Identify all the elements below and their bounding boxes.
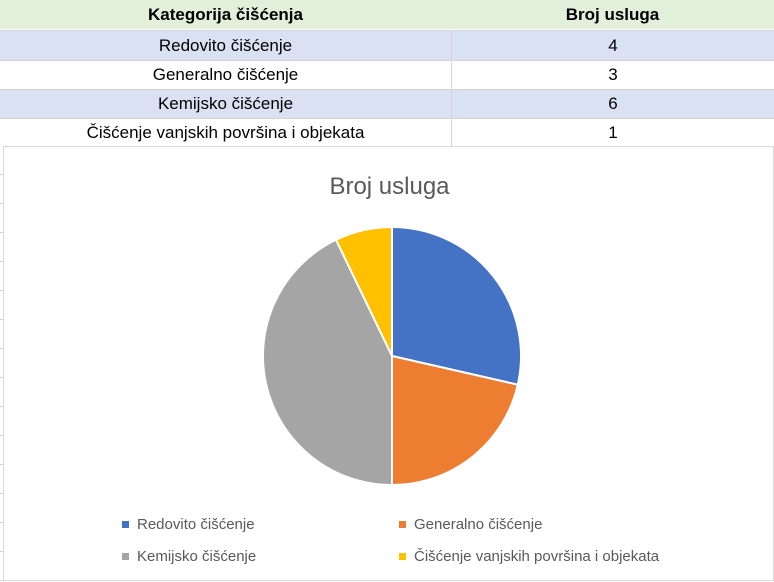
category-cell[interactable]: Redovito čišćenje bbox=[158, 36, 293, 55]
table-row: Generalno čišćenje 3 bbox=[0, 60, 774, 89]
pie-plot-area[interactable] bbox=[4, 147, 774, 582]
legend-swatch bbox=[399, 520, 406, 528]
count-cell[interactable]: 6 bbox=[451, 89, 774, 118]
legend-swatch bbox=[399, 552, 406, 560]
count-cell[interactable]: 3 bbox=[451, 60, 774, 89]
pie-slice-2[interactable] bbox=[391, 354, 519, 487]
legend-item[interactable]: Generalno čišćenje bbox=[399, 516, 542, 534]
count-cell[interactable]: 1 bbox=[451, 118, 774, 147]
row-divider bbox=[0, 118, 774, 119]
table-row: Čišćenje vanjskih površina i objekata 1 bbox=[0, 118, 774, 147]
legend-label: Čišćenje vanjskih površina i objekata bbox=[414, 548, 660, 565]
count-cell[interactable]: 4 bbox=[451, 31, 774, 60]
row-divider bbox=[0, 89, 774, 90]
category-cell[interactable]: Generalno čišćenje bbox=[152, 65, 299, 84]
legend-label: Generalno čišćenje bbox=[414, 516, 543, 533]
table-row: Redovito čišćenje 4 bbox=[0, 31, 774, 60]
row-divider bbox=[0, 60, 774, 61]
legend-swatch bbox=[122, 552, 129, 560]
legend-item[interactable]: Kemijsko čišćenje bbox=[122, 548, 256, 566]
table-header-row: Kategorija čišćenja Broj usluga bbox=[0, 0, 774, 29]
legend-label: Kemijsko čišćenje bbox=[137, 548, 257, 565]
header-category[interactable]: Kategorija čišćenja bbox=[148, 5, 303, 24]
chart-title[interactable]: Broj usluga bbox=[329, 173, 450, 200]
category-cell[interactable]: Čišćenje vanjskih površina i objekata bbox=[86, 123, 365, 142]
sheet-gridlines bbox=[0, 146, 3, 581]
pie-slice-4[interactable] bbox=[334, 225, 393, 357]
pie-slice-3[interactable] bbox=[262, 238, 393, 487]
category-cell[interactable]: Kemijsko čišćenje bbox=[157, 94, 294, 113]
legend-item[interactable]: Čišćenje vanjskih površina i objekata bbox=[399, 548, 659, 566]
legend-swatch bbox=[122, 520, 129, 528]
pie-chart[interactable]: Broj usluga Redovito čišćenje Generalno č… bbox=[3, 146, 774, 581]
pie-slice-1[interactable] bbox=[391, 225, 522, 386]
header-count[interactable]: Broj usluga bbox=[565, 5, 660, 24]
legend-label: Redovito čišćenje bbox=[137, 516, 255, 533]
table-row: Kemijsko čišćenje 6 bbox=[0, 89, 774, 118]
legend-item[interactable]: Redovito čišćenje bbox=[122, 516, 255, 534]
row-divider bbox=[0, 30, 774, 31]
